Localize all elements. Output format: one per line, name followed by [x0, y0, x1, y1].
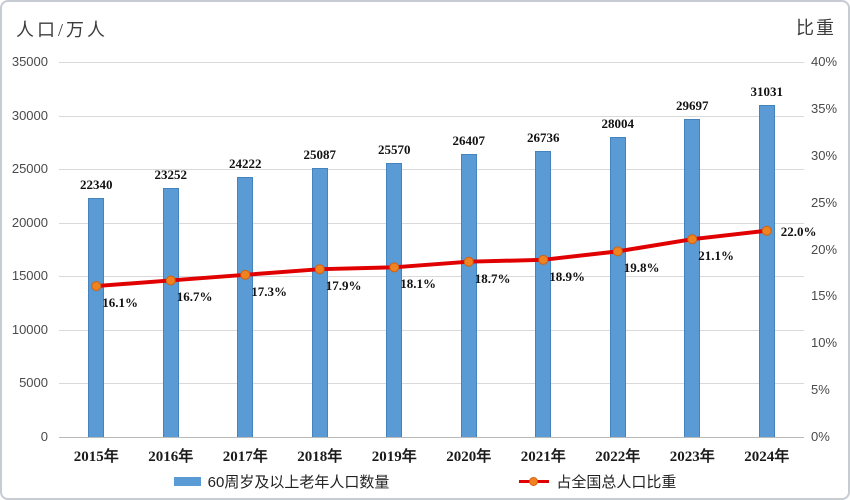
legend-item-bar-series: 60周岁及以上老年人口数量: [173, 471, 390, 492]
legend-item-line-series: 占全国总人口比重: [519, 471, 676, 492]
bar-2018年: [311, 168, 328, 437]
line-marker-icon: [687, 234, 698, 245]
legend-label-line-series: 占全国总人口比重: [556, 474, 677, 491]
right-axis-tick: 35%: [811, 100, 838, 116]
gridline: [59, 329, 804, 331]
line-point-label: 16.7%: [176, 289, 213, 305]
gridline: [59, 222, 804, 224]
line-marker-icon: [761, 225, 772, 236]
line-series: [91, 225, 772, 292]
bar-value-label: 23252: [154, 166, 188, 182]
bar-2015年: [88, 197, 105, 437]
x-axis-label: 2016年: [148, 449, 194, 465]
right-axis-tick: 40%: [811, 54, 838, 69]
right-axis-tick: 25%: [811, 194, 838, 210]
right-axis-tick: 20%: [811, 241, 838, 257]
line-marker-icon: [612, 246, 623, 257]
right-axis-tick: 10%: [811, 335, 838, 351]
left-axis-tick: 25000: [11, 161, 48, 177]
x-axis-label: 2017年: [222, 449, 268, 465]
gridline: [59, 383, 804, 385]
bar-value-label: 26736: [527, 129, 560, 145]
bar-value-label: 26407: [452, 133, 486, 149]
left-axis-tick: 30000: [11, 107, 48, 123]
line-point-label: 17.9%: [325, 278, 362, 294]
right-axis-tick: 15%: [811, 288, 838, 304]
bar-value-label: 31031: [750, 83, 784, 99]
gridline: [59, 115, 804, 117]
line-point-label: 19.8%: [623, 260, 660, 276]
bar-value-label: 28004: [601, 115, 635, 131]
right-axis-tick: 30%: [811, 147, 838, 163]
right-axis-title: 比重: [796, 18, 836, 38]
bar-value-label: 25570: [378, 142, 411, 158]
bar-2020年: [460, 154, 477, 437]
bar-value-label: 24222: [229, 156, 262, 172]
gridline: [59, 276, 804, 278]
x-axis-label: 2020年: [446, 449, 492, 465]
left-axis-tick: 10000: [11, 321, 48, 337]
gridline: [59, 62, 804, 63]
x-axis-label: 2023年: [669, 449, 715, 465]
gridline: [59, 437, 804, 438]
bar-2024年: [758, 104, 775, 437]
x-axis-label: 2019年: [371, 449, 417, 465]
x-axis-label: 2022年: [595, 449, 641, 465]
bar-series-swatch-icon: [173, 477, 201, 486]
x-axis-label: 2018年: [297, 449, 343, 465]
line-marker-icon: [538, 254, 549, 265]
line-marker-icon: [91, 281, 102, 292]
right-axis-tick: 0%: [811, 429, 830, 444]
line-marker-icon: [463, 256, 474, 267]
line-point-label: 21.1%: [698, 248, 734, 264]
line-marker-icon: [314, 264, 325, 275]
bar-2019年: [386, 163, 403, 437]
line-path: [96, 228, 767, 289]
legend: 60周岁及以上老年人口数量 占全国总人口比重: [2, 471, 848, 492]
line-point-label: 18.7%: [474, 270, 511, 286]
line-marker-icon: [240, 269, 251, 280]
line-marker-icon: [165, 275, 176, 286]
x-axis-label: 2024年: [744, 449, 790, 465]
bar-2021年: [535, 150, 552, 437]
line-marker-icon: [389, 262, 400, 273]
line-point-label: 18.9%: [549, 268, 585, 284]
bar-value-label: 25087: [303, 147, 337, 163]
left-axis-tick: 0: [40, 429, 48, 444]
line-point-label: 18.1%: [400, 276, 436, 292]
bar-2023年: [684, 118, 701, 437]
bar-value-label: 22340: [80, 176, 113, 192]
bar-value-label: 29697: [676, 97, 709, 113]
bar-2016年: [162, 187, 179, 437]
right-axis-tick: 5%: [811, 382, 830, 398]
line-point-label: 16.1%: [102, 295, 138, 311]
line-point-label: 17.3%: [251, 283, 287, 299]
left-axis-tick: 20000: [11, 214, 48, 230]
left-axis-title: 人口/万人: [16, 20, 109, 40]
left-axis-tick: 5000: [19, 375, 48, 391]
x-axis-label: 2021年: [520, 449, 566, 465]
bar-2022年: [609, 136, 626, 437]
line-series-swatch-icon: [519, 477, 550, 486]
line-marker-icon: [529, 477, 539, 486]
gridline: [59, 169, 804, 171]
x-axis-label: 2015年: [73, 449, 119, 465]
left-axis-tick: 35000: [11, 54, 48, 69]
legend-label-bar-series: 60周岁及以上老年人口数量: [207, 474, 390, 491]
left-axis-tick: 15000: [11, 268, 48, 284]
line-point-label: 22.0%: [780, 223, 817, 239]
bar-2017年: [237, 177, 254, 437]
